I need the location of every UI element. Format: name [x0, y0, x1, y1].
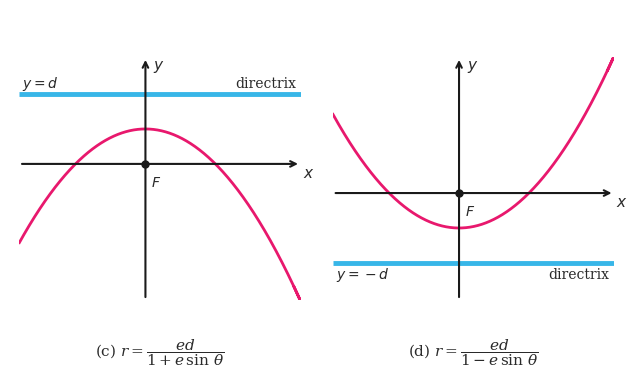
- Text: directrix: directrix: [235, 77, 296, 91]
- Text: $F$: $F$: [465, 205, 475, 219]
- Text: $F$: $F$: [151, 175, 161, 190]
- Text: $y$: $y$: [153, 59, 164, 75]
- Text: $y = -d$: $y = -d$: [336, 266, 389, 284]
- Text: (d) $r = \dfrac{ed}{1 - e\,\sin\,\theta}$: (d) $r = \dfrac{ed}{1 - e\,\sin\,\theta}…: [408, 338, 539, 368]
- Text: $x$: $x$: [616, 196, 628, 210]
- Text: (c) $r = \dfrac{ed}{1 + e\,\sin\,\theta}$: (c) $r = \dfrac{ed}{1 + e\,\sin\,\theta}…: [95, 338, 225, 368]
- Text: $x$: $x$: [303, 166, 314, 181]
- Text: $y = d$: $y = d$: [22, 75, 59, 93]
- Text: directrix: directrix: [548, 268, 609, 282]
- Text: $y$: $y$: [467, 59, 478, 75]
